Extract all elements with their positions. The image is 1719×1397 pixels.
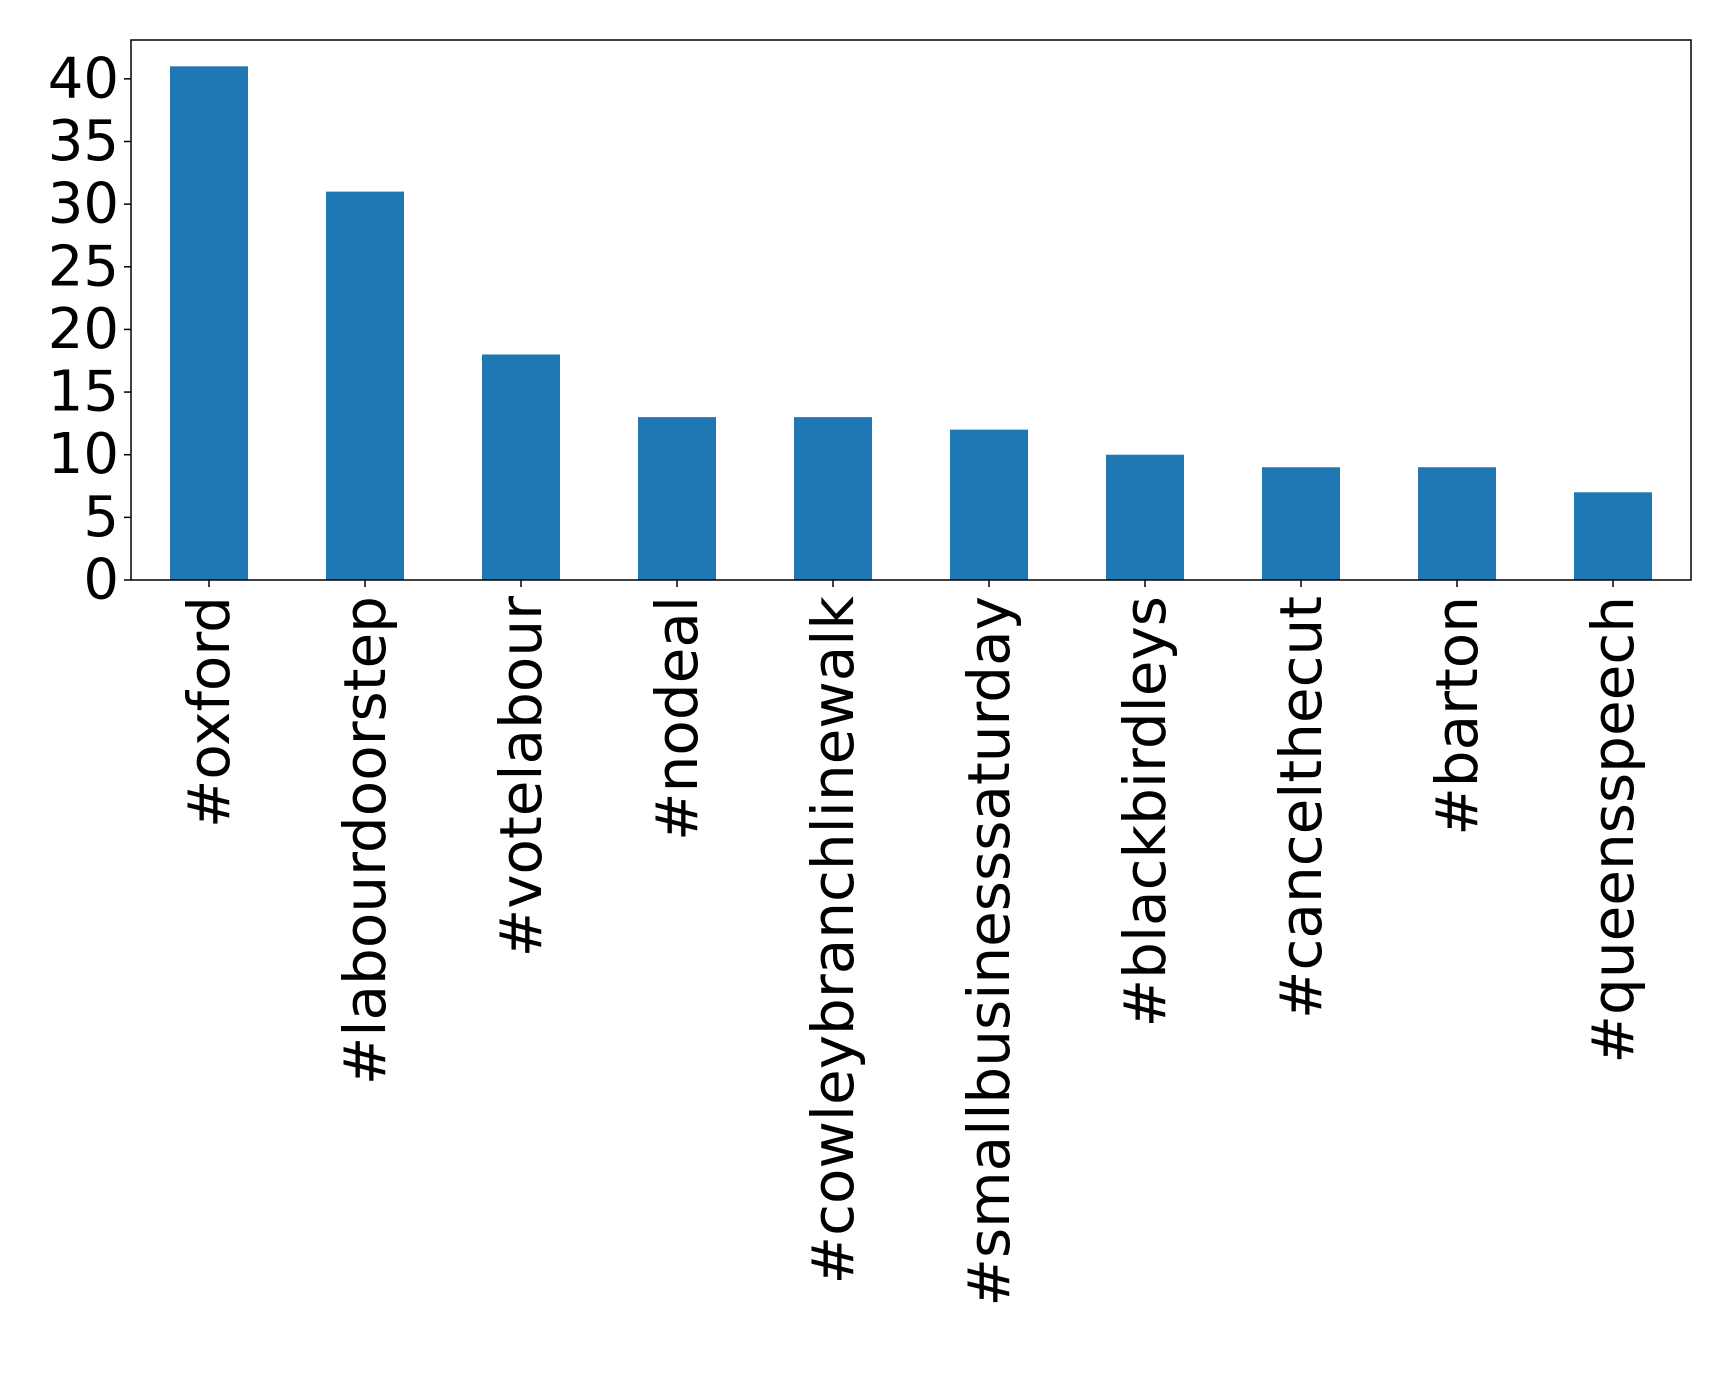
y-tick-label: 25 <box>48 234 119 299</box>
y-tick-label: 5 <box>83 485 119 550</box>
plot-frame <box>130 39 1692 581</box>
bar-cowleybranchlinewalk <box>794 417 872 580</box>
x-tick-label: #queensspeech <box>1579 596 1647 1064</box>
bar-labourdoorstep <box>326 191 404 580</box>
bar-votelabour <box>482 354 560 580</box>
bar-nodeal <box>638 417 716 580</box>
y-tick-label: 10 <box>48 422 119 487</box>
y-tick-label: 20 <box>48 297 119 362</box>
bar-oxford <box>170 66 248 580</box>
x-tick-label: #votelabour <box>487 596 555 958</box>
bar-cancelthecut <box>1262 467 1340 580</box>
x-tick-label: #nodeal <box>643 596 711 841</box>
x-tick-label: #labourdoorstep <box>331 596 399 1085</box>
x-tick-label: #cancelthecut <box>1267 596 1335 1019</box>
x-tick-label: #smallbusinesssaturday <box>955 596 1023 1307</box>
bar-smallbusinesssaturday <box>950 429 1028 580</box>
bars-layer <box>170 66 1652 580</box>
bar-queensspeech <box>1574 492 1652 580</box>
x-tick-label: #barton <box>1423 596 1491 836</box>
y-tick-label: 35 <box>48 109 119 174</box>
bar-barton <box>1418 467 1496 580</box>
x-tick-label: #blackbirdleys <box>1111 596 1179 1027</box>
y-tick-label: 40 <box>48 46 119 111</box>
y-tick-label: 0 <box>83 548 119 613</box>
x-tick-label: #oxford <box>175 596 243 828</box>
bar-blackbirdleys <box>1106 454 1184 580</box>
y-tick-label: 30 <box>48 172 119 237</box>
y-tick-label: 15 <box>48 360 119 425</box>
x-tick-label: #cowleybranchlinewalk <box>799 596 867 1285</box>
x-axis: #oxford #labourdoorstep #votelabour #nodeal… <box>175 580 1647 1307</box>
